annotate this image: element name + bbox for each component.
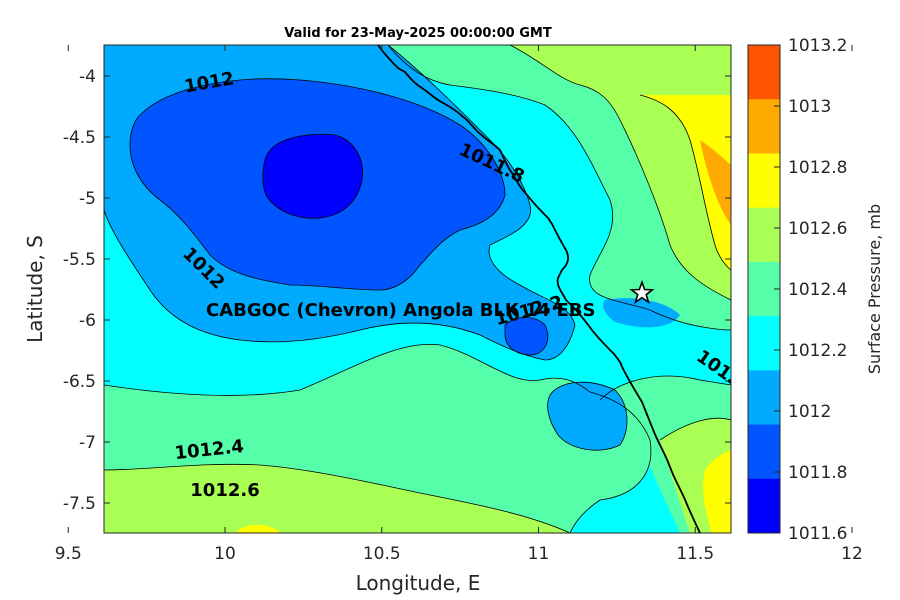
contour-label: 1012.2 bbox=[864, 394, 900, 421]
x-tick-label: 9.5 bbox=[55, 544, 82, 564]
colorbar-label: Surface Pressure, mb bbox=[865, 204, 884, 374]
fill-1012-8-southeast bbox=[702, 450, 731, 533]
colorbar-tick-label: 1013.2 bbox=[788, 36, 847, 56]
contour-label: 1012.6 bbox=[190, 480, 259, 501]
y-axis: -4 -4.5 -5 -5.5 -6 -6.5 -7 -7.5 bbox=[63, 67, 731, 514]
colorbar-swatch bbox=[748, 99, 780, 154]
colorbar-swatch bbox=[748, 45, 780, 100]
x-tick-label: 11 bbox=[528, 544, 550, 564]
y-tick-label: -7.5 bbox=[63, 494, 96, 514]
colorbar-tick-label: 1011.6 bbox=[788, 524, 847, 544]
y-tick-label: -6 bbox=[79, 311, 96, 331]
y-tick-label: -7 bbox=[79, 433, 96, 453]
y-tick-label: -5.5 bbox=[63, 250, 96, 270]
colorbar-tick-label: 1012 bbox=[788, 402, 831, 422]
colorbar-tick-label: 1013 bbox=[788, 97, 831, 117]
y-tick-label: -4 bbox=[79, 67, 96, 87]
x-tick-label: 12 bbox=[841, 544, 863, 564]
colorbar-swatch bbox=[748, 424, 780, 480]
site-label: CABGOC (Chevron) Angola BLK 14 EBS bbox=[206, 300, 595, 321]
y-tick-label: -4.5 bbox=[63, 128, 96, 148]
colorbar-swatch bbox=[748, 153, 780, 209]
colorbar-swatch bbox=[748, 316, 780, 371]
map-plot-area: 10121011.810121012.21012.41012.41012.810… bbox=[104, 45, 900, 533]
y-tick-label: -5 bbox=[79, 189, 96, 209]
colorbar-tick-label: 1012.4 bbox=[788, 280, 847, 300]
map-frame bbox=[103, 44, 732, 534]
fill-1011-8-small bbox=[505, 317, 548, 355]
fill-1012-8-east bbox=[640, 95, 731, 270]
x-axis-label: Longitude, E bbox=[356, 571, 481, 595]
colorbar-frame bbox=[747, 44, 781, 534]
contour-lines bbox=[104, 45, 731, 533]
y-tick-label: -6.5 bbox=[63, 372, 96, 392]
coastline bbox=[377, 45, 701, 533]
contour-label: 1012 bbox=[783, 315, 833, 336]
map-title: Valid for 23-May-2025 00:00:00 GMT bbox=[284, 26, 552, 41]
x-tick-label: 11.5 bbox=[676, 544, 714, 564]
fill-1012-6-south bbox=[104, 464, 570, 533]
fill-1011-6-core bbox=[262, 134, 363, 219]
site-star-icon bbox=[629, 279, 655, 305]
colorbar-swatch bbox=[748, 207, 780, 263]
x-tick-label: 10 bbox=[214, 544, 236, 564]
x-tick-label: 10.5 bbox=[363, 544, 401, 564]
colorbar-swatch bbox=[748, 370, 780, 426]
colorbar-tick-label: 1012.2 bbox=[788, 341, 847, 361]
colorbar-tick-label: 1011.8 bbox=[788, 463, 847, 483]
fill-1012-east-blob bbox=[603, 298, 680, 328]
y-axis-label: Latitude, S bbox=[23, 235, 47, 343]
colorbar-swatch bbox=[748, 478, 780, 534]
colorbar-tick-label: 1012.6 bbox=[788, 219, 847, 239]
fill-1013-east bbox=[700, 140, 731, 225]
fill-1012-8-south bbox=[235, 524, 280, 533]
colorbar: 1013.2 1013 1012.8 1012.6 1012.4 1012.2 1012 10… bbox=[748, 36, 847, 544]
colorbar-tick-label: 1012.8 bbox=[788, 158, 847, 178]
fill-1012-south-blob bbox=[547, 382, 627, 451]
